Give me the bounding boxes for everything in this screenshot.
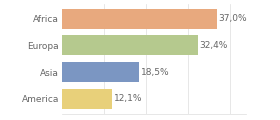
Text: 32,4%: 32,4% bbox=[199, 41, 228, 50]
Bar bbox=[62, 35, 198, 55]
Bar bbox=[62, 62, 139, 82]
Text: 37,0%: 37,0% bbox=[219, 14, 247, 23]
Bar bbox=[62, 9, 217, 29]
Bar bbox=[62, 89, 112, 109]
Text: 18,5%: 18,5% bbox=[141, 68, 170, 77]
Text: 12,1%: 12,1% bbox=[114, 94, 143, 103]
